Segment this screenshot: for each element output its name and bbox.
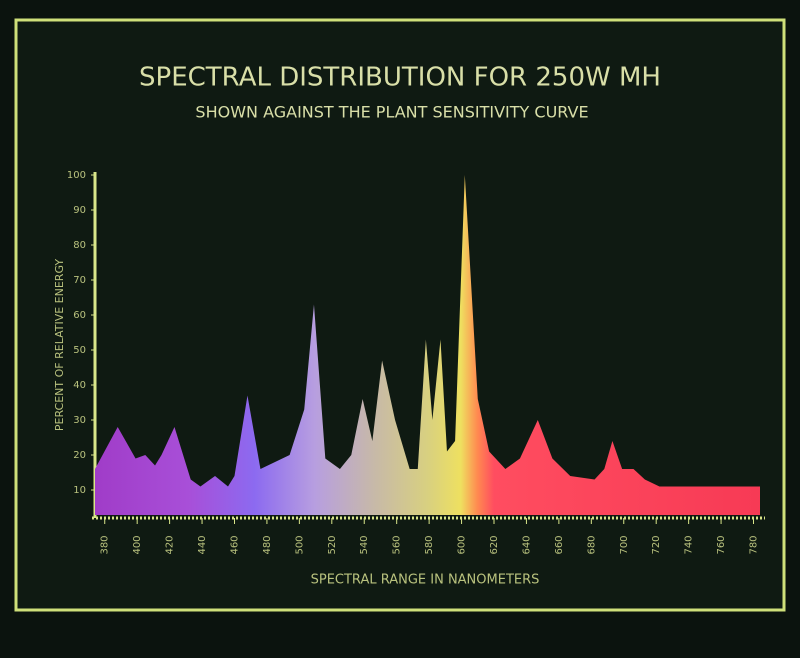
y-tick-label: 20	[73, 450, 86, 461]
y-tick-label: 80	[73, 240, 86, 251]
y-tick-label: 100	[67, 170, 86, 181]
x-axis-label: SPECTRAL RANGE IN NANOMETERS	[311, 573, 540, 588]
x-tick-label: 500	[294, 535, 305, 554]
y-tick-label: 30	[73, 415, 86, 426]
y-tick-label: 50	[73, 345, 86, 356]
y-tick-label: 70	[73, 275, 86, 286]
y-tick-label: 10	[73, 485, 86, 496]
x-tick-label: 440	[197, 535, 208, 554]
x-tick-label: 580	[424, 535, 435, 554]
chart-subtitle: SHOWN AGAINST THE PLANT SENSITIVITY CURV…	[195, 103, 588, 122]
x-tick-label: 760	[716, 535, 727, 554]
x-tick-label: 560	[392, 535, 403, 554]
x-tick-label: 600	[457, 535, 468, 554]
x-tick-label: 400	[132, 535, 143, 554]
x-tick-label: 460	[229, 535, 240, 554]
x-tick-label: 680	[586, 535, 597, 554]
chart-title: SPECTRAL DISTRIBUTION FOR 250W MH	[139, 63, 661, 93]
x-tick-label: 660	[554, 535, 565, 554]
x-tick-label: 520	[327, 535, 338, 554]
x-tick-label: 380	[100, 535, 111, 554]
x-tick-label: 540	[359, 535, 370, 554]
spectrum-area	[95, 175, 760, 515]
x-tick-label: 640	[521, 535, 532, 554]
x-tick-label: 480	[262, 535, 273, 554]
y-tick-label: 60	[73, 310, 86, 321]
y-tick-label: 90	[73, 205, 86, 216]
y-axis-label: PERCENT OF RELATIVE ENERGY	[53, 259, 66, 432]
y-tick-label: 40	[73, 380, 86, 391]
x-tick-label: 780	[749, 535, 760, 554]
x-tick-label: 740	[684, 535, 695, 554]
x-tick-label: 620	[489, 535, 500, 554]
x-tick-label: 700	[619, 535, 630, 554]
x-tick-label: 720	[651, 535, 662, 554]
x-tick-label: 420	[165, 535, 176, 554]
